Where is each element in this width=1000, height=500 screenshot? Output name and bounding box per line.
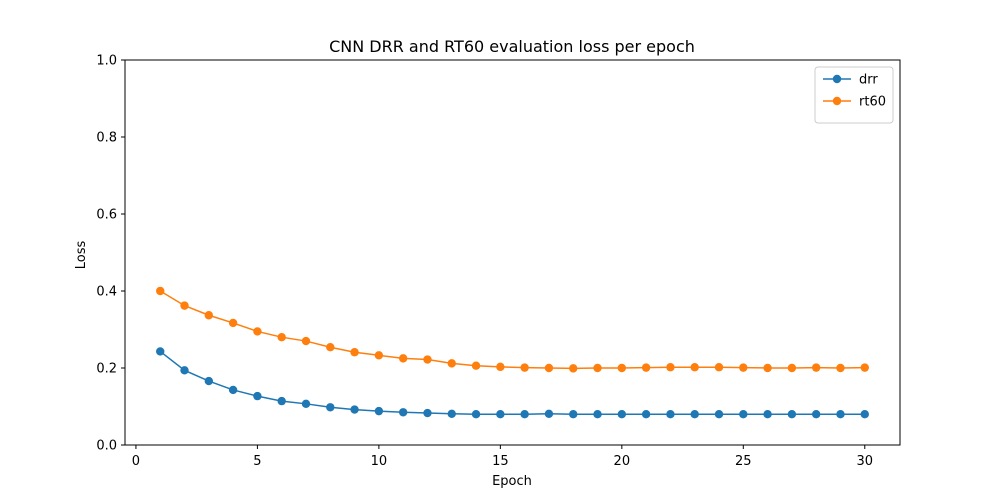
y-tick-label: 0.4 [96,285,117,300]
series-line-drr [159,350,865,415]
y-tick-label: 1.0 [96,54,117,69]
series-line-rt60 [159,290,865,370]
data-point-rt60-24 [714,363,724,372]
data-point-rt60-8 [326,343,335,352]
x-tick-label: 15 [492,454,509,469]
data-point-drr-8 [326,403,335,412]
data-point-drr-28 [811,410,821,419]
data-point-rt60-27 [787,363,797,373]
y-tick-label: 0.6 [96,208,117,223]
data-point-drr-13 [447,409,456,419]
data-point-drr-23 [690,410,699,419]
data-point-rt60-26 [763,363,772,373]
data-point-drr-24 [714,410,724,419]
data-point-drr-1 [156,347,165,356]
data-point-drr-6 [277,396,286,406]
data-point-rt60-18 [569,364,578,373]
x-tick-label: 25 [735,454,752,469]
legend-label-rt60: rt60 [859,95,886,110]
data-point-rt60-21 [641,363,651,372]
data-point-rt60-17 [544,363,554,373]
legend-marker-drr [832,74,842,84]
data-point-drr-18 [569,410,578,419]
data-point-drr-10 [374,406,384,416]
data-point-rt60-4 [228,318,238,328]
x-tick-label: 30 [856,454,873,469]
data-point-rt60-7 [301,336,311,346]
plot-area: 0 5 10 15 20 25 30 0.0 0.2 0.4 0.6 0.8 1.0 [96,54,901,469]
data-point-rt60-10 [374,351,384,360]
data-point-rt60-16 [520,363,529,372]
axes-frame [124,59,901,446]
x-axis-label: Epoch [492,474,532,489]
legend-label-drr: drr [859,73,878,88]
y-tick-label: 0.8 [96,131,117,146]
data-point-drr-22 [666,410,675,419]
data-point-drr-30 [860,410,869,419]
legend-marker-rt60 [832,96,842,106]
x-tick-label: 10 [371,454,388,469]
data-point-drr-19 [593,410,602,419]
data-point-rt60-28 [811,363,821,372]
y-axis-label: Loss [74,241,89,270]
x-tick-label: 20 [614,454,631,469]
data-point-rt60-5 [253,327,262,336]
data-point-rt60-15 [496,362,505,372]
data-point-drr-7 [301,399,311,409]
data-point-drr-5 [253,391,262,401]
data-point-rt60-23 [690,363,699,372]
x-tick-label: 0 [132,454,140,469]
data-point-drr-11 [398,408,408,417]
data-point-rt60-22 [666,363,675,372]
y-tick-label: 0.0 [96,439,117,454]
data-point-rt60-30 [860,363,869,372]
data-point-drr-21 [641,410,651,419]
data-point-rt60-9 [350,348,359,357]
x-tick-label: 5 [253,454,261,469]
data-point-rt60-29 [836,363,845,373]
data-point-drr-16 [520,410,529,419]
data-point-rt60-12 [423,355,432,364]
data-point-drr-25 [739,410,748,419]
data-point-drr-15 [496,410,505,419]
data-point-rt60-19 [593,363,602,373]
data-point-drr-14 [471,410,481,419]
data-point-rt60-13 [447,359,456,368]
data-point-rt60-6 [277,333,286,342]
data-point-drr-26 [763,410,772,419]
data-point-drr-17 [544,409,554,419]
data-point-rt60-3 [204,311,214,320]
data-point-drr-27 [787,410,797,419]
chart-title: CNN DRR and RT60 evaluation loss per epo… [329,37,695,56]
legend: drr rt60 [814,66,894,124]
data-point-drr-2 [180,366,189,375]
data-point-drr-29 [836,410,845,419]
y-tick-label: 0.2 [96,362,117,377]
data-point-rt60-14 [471,361,481,370]
data-point-drr-4 [228,385,238,395]
data-point-drr-9 [350,405,359,414]
data-point-drr-20 [617,410,627,419]
data-point-rt60-25 [739,363,748,372]
data-point-rt60-11 [398,354,408,363]
data-point-rt60-20 [617,363,627,373]
data-point-drr-12 [423,408,432,418]
data-point-rt60-1 [156,286,165,296]
data-point-rt60-2 [180,301,189,310]
data-point-drr-3 [204,376,214,386]
